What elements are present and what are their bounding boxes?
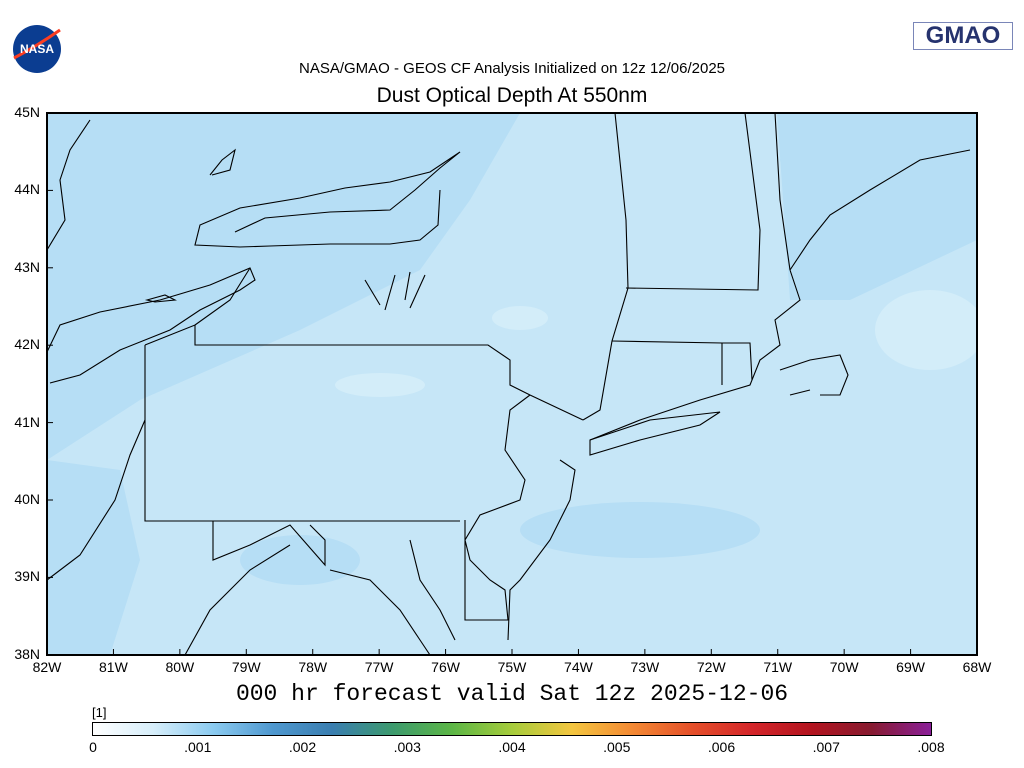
dust-high-patches (47, 113, 977, 655)
lat-label: 41N (14, 413, 40, 430)
lon-label: 69W (896, 659, 925, 675)
nasa-logo: NASA (12, 24, 62, 74)
lon-label: 71W (763, 659, 793, 675)
lat-label: 43N (14, 258, 40, 275)
colorbar-tick-label: .008 (917, 739, 945, 755)
lon-label: 70W (829, 659, 859, 675)
lon-label: 73W (630, 659, 660, 675)
lon-label: 79W (231, 659, 261, 675)
colorbar-tick-label: .001 (184, 739, 212, 755)
lon-label: 80W (165, 659, 195, 675)
lat-label: 40N (14, 491, 40, 507)
colorbar (92, 722, 932, 736)
lon-label: 78W (298, 659, 328, 675)
lon-label: 82W (32, 659, 62, 675)
lat-label: 44N (14, 181, 40, 198)
lat-label: 45N (14, 104, 40, 120)
svg-text:NASA: NASA (20, 42, 54, 56)
colorbar-tick-label: .004 (498, 739, 526, 755)
colorbar-tick-label: .006 (707, 739, 736, 755)
colorbar-tick-label: .002 (288, 739, 317, 755)
colorbar-tick-label: .005 (603, 739, 631, 755)
colorbar-unit: [1] (92, 705, 107, 720)
chart-subtitle: NASA/GMAO - GEOS CF Analysis Initialized… (298, 60, 726, 77)
chart-title: Dust Optical Depth At 550nm (376, 84, 648, 107)
lon-label: 77W (364, 659, 394, 675)
colorbar-tick-label: .007 (812, 739, 840, 755)
lon-label: 68W (962, 659, 992, 675)
gmao-logo: GMAO (913, 22, 1013, 50)
lat-label: 38N (14, 645, 40, 662)
forecast-valid-label: 000 hr forecast valid Sat 12z 2025-12-06 (235, 681, 789, 707)
lon-label: 76W (431, 659, 460, 675)
lon-label: 74W (564, 659, 593, 675)
colorbar-tick-label: .003 (393, 739, 421, 755)
lon-label: 72W (696, 659, 726, 675)
colorbar-tick-label: 0 (89, 739, 97, 755)
lat-label: 39N (14, 568, 40, 585)
lat-label: 42N (14, 336, 40, 353)
lon-label: 75W (497, 659, 527, 675)
coastlines-and-borders (47, 113, 971, 655)
lon-label: 81W (99, 659, 128, 675)
